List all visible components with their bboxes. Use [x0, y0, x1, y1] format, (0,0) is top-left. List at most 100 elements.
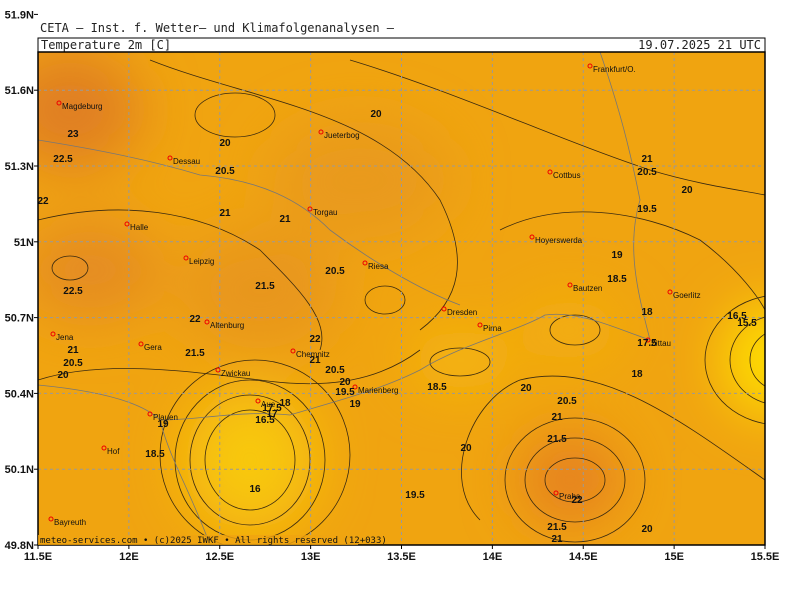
city-marker	[307, 206, 313, 212]
map-area: Magdeburg Dessau Jueterbog Frankfurt/O. Cott…	[37, 52, 765, 545]
city-marker	[645, 337, 651, 343]
city-marker	[553, 490, 559, 496]
city-marker	[147, 411, 153, 417]
contour-label: 20	[370, 109, 382, 120]
contour-label: 19.5	[637, 204, 657, 215]
city-label: Cottbus	[553, 171, 581, 180]
contour-label: 18	[631, 369, 643, 380]
valid-time: 19.07.2025 21 UTC	[638, 38, 761, 52]
graticule	[38, 52, 765, 545]
contour-label: 19.5	[335, 387, 355, 398]
city-marker	[50, 331, 56, 337]
city-label: Leipzig	[189, 257, 214, 266]
y-tick-label: 51.9N	[5, 9, 34, 21]
contour-label: 19	[349, 399, 361, 410]
city-label: Dessau	[173, 157, 200, 166]
city-marker	[477, 322, 483, 328]
city-marker	[124, 221, 130, 227]
city-label: Plauen	[153, 413, 178, 422]
contour-label: 22	[189, 314, 201, 325]
contour-label: 20.5	[637, 167, 657, 178]
city-marker	[101, 445, 107, 451]
city-marker	[48, 516, 54, 522]
footer: meteo-services.com • (c)2025 IWKF • All …	[40, 536, 387, 546]
contour-label: 19.5	[405, 490, 425, 501]
city-label: Marienberg	[358, 386, 398, 395]
contour-label: 21	[551, 412, 563, 423]
city-marker	[547, 169, 553, 175]
contour-label: 17.5	[637, 338, 657, 349]
contour-labels: 2322.52222.52221.52120.5202020.521212021…	[37, 109, 757, 545]
city-marker	[352, 384, 358, 390]
contour-label: 22.5	[53, 154, 73, 165]
x-tick-label: 11.5E	[24, 551, 52, 563]
city-label: Bautzen	[573, 284, 602, 293]
city-marker	[183, 255, 189, 261]
city-marker	[204, 319, 210, 325]
city-label: Aue	[261, 400, 276, 409]
city-marker	[362, 260, 368, 266]
contour-label: 20	[641, 524, 653, 535]
y-tick-label: 50.4N	[5, 388, 34, 400]
x-tick-label: 14.5E	[569, 551, 598, 563]
contour-label: 22	[571, 495, 583, 506]
contour-label: 17	[266, 409, 278, 420]
contour-label: 18	[279, 398, 291, 409]
contour-label: 21.5	[547, 434, 567, 445]
city-marker	[138, 341, 144, 347]
contour-label: 22	[309, 334, 321, 345]
city-label: Goerlitz	[673, 291, 701, 300]
city-label: Jena	[56, 333, 74, 342]
city-label: Torgau	[313, 208, 337, 217]
contour-label: 21.5	[547, 522, 567, 533]
contour-label: 22.5	[63, 286, 83, 297]
city-label: Hof	[107, 447, 120, 456]
contour-label: 21	[309, 355, 321, 366]
contour-label: 20	[339, 377, 351, 388]
contour-label: 21	[219, 208, 231, 219]
contour-label: 21.5	[255, 281, 275, 292]
contour-label: 23	[67, 129, 79, 140]
city-marker	[441, 306, 447, 312]
contour-label: 21	[67, 345, 79, 356]
contour-label: 19	[611, 250, 623, 261]
contour-label: 19	[157, 419, 169, 430]
city-label: Frankfurt/O.	[593, 65, 636, 74]
city-label: Bayreuth	[54, 518, 86, 527]
y-tick-label: 51.6N	[5, 85, 34, 97]
contour-label: 20.5	[557, 396, 577, 407]
x-tick-label: 12.5E	[205, 551, 234, 563]
city-label: Pirna	[483, 324, 502, 333]
city-label: Dresden	[447, 308, 477, 317]
city-marker	[318, 129, 324, 135]
city-marker	[167, 155, 173, 161]
contour-label: 21	[551, 534, 563, 545]
city-marker	[567, 282, 573, 288]
contour-label: 16	[249, 484, 261, 495]
contour-label: 16.5	[255, 415, 275, 426]
city-marker	[529, 234, 535, 240]
contour-label: 21.5	[185, 348, 205, 359]
contour-label: 20.5	[325, 266, 345, 277]
city-label: Chemnitz	[296, 350, 330, 359]
footer-bg	[38, 535, 358, 545]
y-tick-label: 51N	[14, 237, 34, 249]
contour-label: 17.5	[262, 403, 282, 414]
contour-label: 20	[681, 185, 693, 196]
contour-label: 20.5	[215, 166, 235, 177]
y-tick-label: 50.7N	[5, 313, 34, 325]
city-marker	[667, 289, 673, 295]
city-marker	[290, 348, 296, 354]
parameter: Temperature_2m [C]	[41, 38, 171, 52]
contour-label: 20	[57, 370, 69, 381]
contour-label: 20	[520, 383, 532, 394]
y-tick-label: 49.8N	[5, 540, 34, 552]
contour-label: 21	[641, 154, 653, 165]
city-marker	[56, 100, 62, 106]
city-label: Hoyerswerda	[535, 236, 583, 245]
contours	[38, 59, 765, 545]
contour-label: 22	[37, 196, 49, 207]
city-label: Zwickau	[221, 369, 250, 378]
borders	[38, 52, 651, 545]
